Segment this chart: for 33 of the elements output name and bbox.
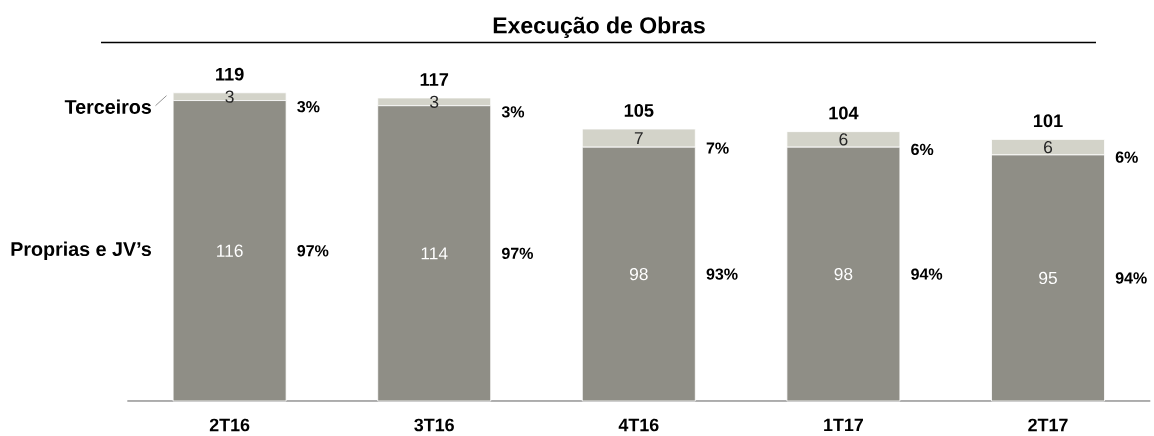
total-label: 101 [1033,114,1063,128]
annotation: 94% [1115,272,1147,284]
data-label: 3 [225,90,234,103]
total-label: 119 [216,67,244,81]
data-label: 95 [1039,271,1057,285]
data-label: 6 [839,133,848,146]
series-label: Proprias e JV’s [11,241,152,260]
annotation: 97% [501,247,533,260]
annotation: 93% [706,268,738,280]
annotation: 3% [297,101,320,113]
x-tick-label: 2T16 [209,418,250,432]
total-label: 105 [624,103,654,117]
chart-title: Execução de Obras [493,16,705,39]
annotation: 6% [1115,151,1138,163]
annotation: 97% [297,245,329,257]
data-label: 114 [421,247,448,260]
annotation: 6% [911,143,934,156]
data-label: 7 [634,132,643,145]
x-tick-label: 1T17 [824,418,863,431]
x-tick-label: 3T16 [414,418,454,432]
annotation: 94% [911,268,943,280]
x-tick-label: 2T17 [1028,418,1068,432]
total-label: 117 [420,73,449,86]
series-label: Terceiros [64,99,151,114]
data-label: 98 [629,267,648,281]
total-label: 104 [829,106,859,120]
data-label: 6 [1044,141,1053,154]
data-label: 98 [834,267,853,281]
x-tick-label: 4T16 [618,418,659,432]
data-label: 116 [217,244,243,257]
annotation: 7% [706,142,729,154]
data-label: 3 [430,95,439,109]
annotation: 3% [501,106,525,118]
